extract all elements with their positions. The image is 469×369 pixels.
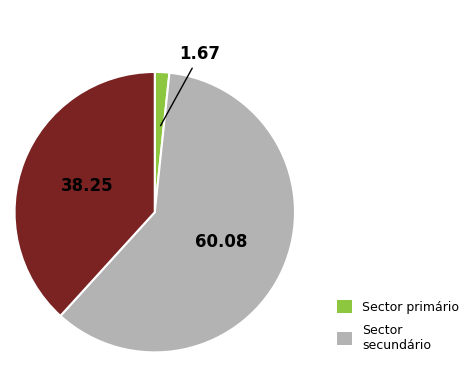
Wedge shape: [61, 73, 295, 352]
Text: 60.08: 60.08: [195, 233, 248, 251]
Wedge shape: [155, 72, 169, 212]
Text: 1.67: 1.67: [160, 45, 220, 126]
Wedge shape: [15, 72, 155, 316]
Legend: Sector primário, Sector
secundário: Sector primário, Sector secundário: [333, 296, 463, 355]
Text: 38.25: 38.25: [61, 177, 113, 195]
